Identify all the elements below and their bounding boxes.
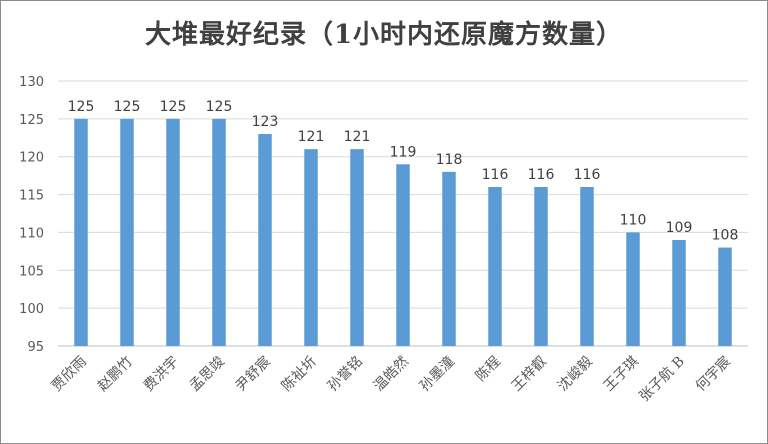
y-axis-ticks: 95 100 105 110 115 120 125 130 xyxy=(19,75,44,355)
bar xyxy=(166,118,180,346)
data-label: 125 xyxy=(160,99,187,115)
bar xyxy=(120,118,134,346)
chart-title: 大堆最好纪录（1小时内还原魔方数量） xyxy=(144,20,624,50)
data-label: 125 xyxy=(114,99,141,115)
y-tick-label: 95 xyxy=(27,340,44,355)
bar xyxy=(304,149,318,346)
y-tick-label: 115 xyxy=(19,189,44,204)
x-tick-label: 陈祉圻 xyxy=(278,353,320,395)
x-tick-label: 孙墨潼 xyxy=(416,353,458,395)
bar xyxy=(718,247,732,346)
x-tick-label: 何宇宸 xyxy=(692,353,734,395)
data-label: 125 xyxy=(68,99,95,115)
x-tick-label: 贾欣雨 xyxy=(49,354,90,395)
bar xyxy=(258,134,272,346)
bar xyxy=(626,232,640,346)
data-labels: 125 125 125 125 123 121 121 119 118 116 116 116 110 1… xyxy=(68,99,739,244)
x-axis-labels: 贾欣雨 赵鹏竹 费洪宇 孟思竣 尹舒宸 陈祉圻 孙誉铭 温皓然 孙墨潼 陈程 王梓叡 沈峻毅 王子琪张子… xyxy=(49,353,734,405)
data-label: 123 xyxy=(252,114,279,130)
data-label: 118 xyxy=(436,152,463,168)
data-label: 116 xyxy=(482,167,509,183)
data-label: 110 xyxy=(620,212,647,228)
y-tick-label: 110 xyxy=(19,226,44,241)
bar xyxy=(580,187,594,346)
data-label: 121 xyxy=(344,129,371,145)
data-label: 108 xyxy=(712,228,739,244)
data-label: 109 xyxy=(666,220,693,236)
x-tick-label: 张子航 B xyxy=(636,354,687,405)
bar xyxy=(74,118,88,346)
x-tick-label: 王梓叡 xyxy=(508,353,550,395)
data-label: 116 xyxy=(574,167,601,183)
bars xyxy=(74,118,732,346)
x-tick-label: 沈峻毅 xyxy=(554,353,596,395)
y-tick-label: 120 xyxy=(19,151,44,166)
y-tick-label: 105 xyxy=(19,264,44,279)
data-label: 121 xyxy=(298,129,325,145)
y-tick-label: 100 xyxy=(19,302,44,317)
bar xyxy=(534,187,548,346)
bar xyxy=(350,149,364,346)
bar xyxy=(396,164,410,346)
bar xyxy=(672,240,686,346)
x-tick-label: 陈程 xyxy=(472,353,504,385)
x-tick-label: 孟思竣 xyxy=(187,354,228,395)
data-label: 125 xyxy=(206,99,233,115)
y-tick-label: 130 xyxy=(19,75,44,90)
data-label: 119 xyxy=(390,144,417,160)
x-tick-label: 温皓然 xyxy=(370,353,412,395)
y-tick-label: 125 xyxy=(19,113,44,128)
x-tick-label: 王子琪 xyxy=(601,354,642,395)
x-tick-label: 赵鹏竹 xyxy=(95,354,136,395)
bar xyxy=(212,118,226,346)
x-tick-label: 孙誉铭 xyxy=(325,354,366,395)
x-tick-label: 尹舒宸 xyxy=(232,353,274,395)
x-tick-label: 费洪宇 xyxy=(141,354,182,395)
data-label: 116 xyxy=(528,167,555,183)
bar xyxy=(488,187,502,346)
bar xyxy=(442,171,456,346)
